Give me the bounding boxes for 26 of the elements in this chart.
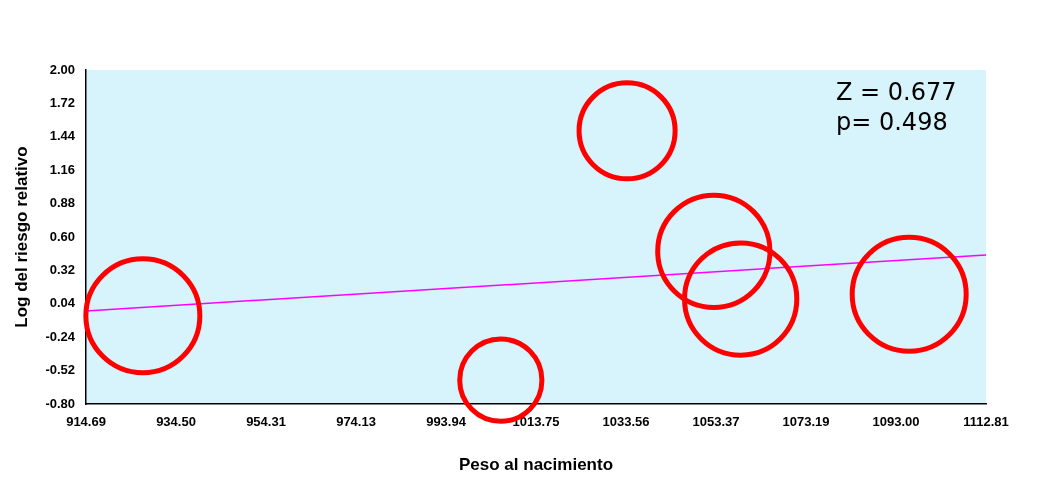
x-tick-label: 914.69: [66, 414, 106, 430]
x-tick-label: 1033.56: [602, 414, 650, 430]
x-tick-label: 974.13: [336, 414, 376, 430]
x-tick-label: 1093.00: [872, 414, 920, 430]
y-tick-label: 0.04: [49, 295, 76, 311]
y-tick-label: 1.44: [49, 128, 76, 144]
y-axis-title: Log del riesgo relativo: [11, 146, 31, 328]
y-tick-label: 0.88: [49, 195, 76, 211]
y-tick-label: 2.00: [49, 61, 76, 77]
x-tick-label: 993.94: [426, 414, 467, 430]
y-tick-label: 1.16: [49, 161, 76, 177]
y-tick-label: -0.52: [45, 362, 76, 378]
x-tick-label: 934.50: [156, 414, 196, 430]
x-axis-title: Peso al nacimiento: [459, 455, 614, 475]
y-tick-label: 0.60: [49, 228, 76, 244]
y-tick-label: 0.32: [49, 261, 76, 277]
y-tick-label: 1.72: [49, 94, 76, 110]
annotation: Z = 0.677: [836, 78, 957, 107]
y-tick-label: -0.80: [45, 395, 76, 411]
y-tick-label: -0.24: [45, 328, 76, 344]
x-tick-label: 1112.81: [963, 414, 1009, 430]
x-tick-label: 1073.19: [782, 414, 830, 430]
annotation: p= 0.498: [836, 108, 948, 137]
x-tick-label: 1053.37: [692, 414, 740, 430]
x-tick-label: 1013.75: [512, 414, 560, 430]
x-tick-label: 954.31: [246, 414, 286, 430]
